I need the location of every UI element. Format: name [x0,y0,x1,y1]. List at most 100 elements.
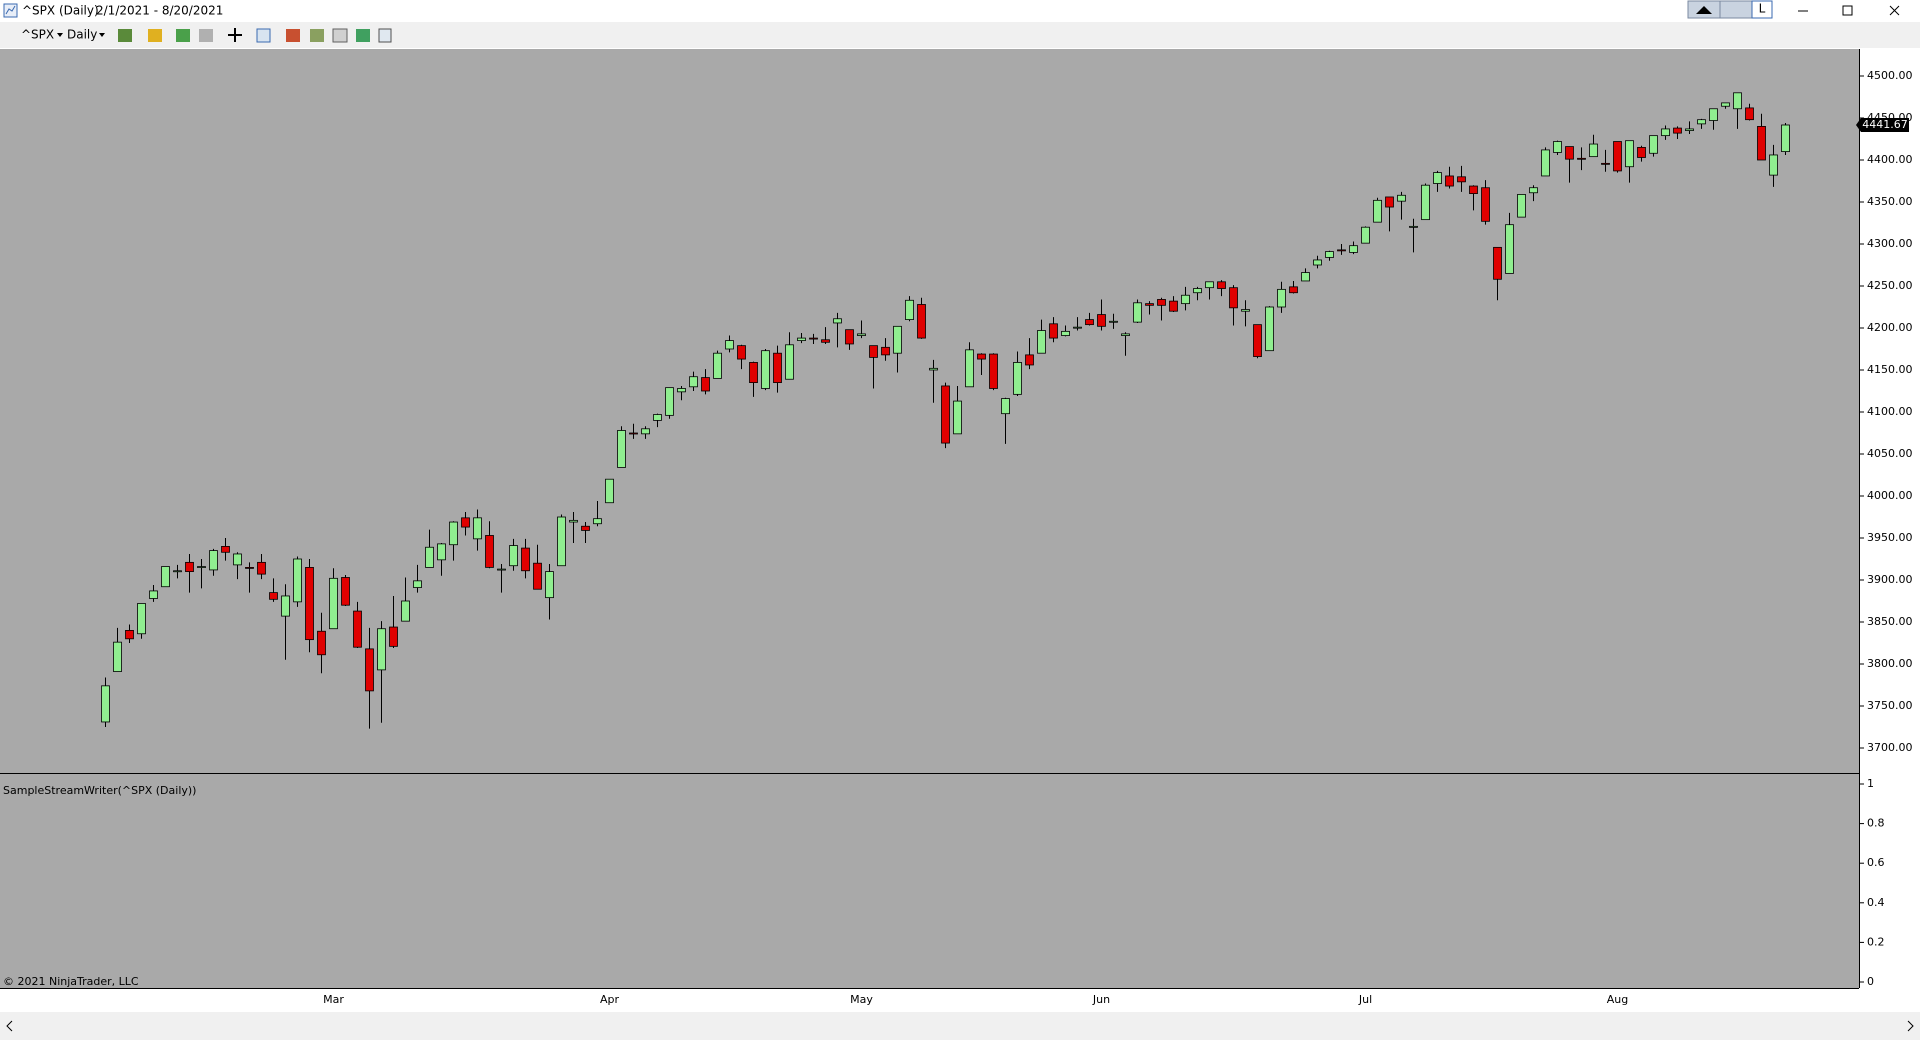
indicator-title: SampleStreamWriter(^SPX (Daily)) [3,784,196,797]
candle-body [701,377,710,392]
candle-body [1553,141,1562,153]
candle-body [785,344,794,380]
candle-body [545,571,554,599]
last-price-pointer [1856,117,1861,132]
candle-body [293,558,302,603]
candle-body [989,353,998,389]
y-tick-label: 0 [1867,975,1874,988]
dropdown-arrow [57,33,63,37]
x-tick-label: Mar [323,993,344,1006]
candle-body [953,400,962,435]
panel-button[interactable] [378,28,392,43]
scrollbar[interactable] [0,1012,1920,1040]
tab-split-button[interactable] [1719,0,1753,19]
candle-body [1229,287,1238,309]
interval-selector[interactable]: Daily [67,28,97,42]
share-button[interactable] [356,29,370,42]
strategy-button[interactable] [199,29,213,42]
y-tick-label: 3950.00 [1867,531,1913,544]
candle-body [1565,146,1574,160]
candle-body [197,566,206,568]
candle-body [1601,162,1610,165]
candle-body [1445,175,1454,187]
link-button[interactable] [1751,0,1773,19]
candle-body [1469,185,1478,194]
candle-body [1169,300,1178,312]
candle-body [413,580,422,588]
candle-body [449,521,458,546]
candle-body [845,329,854,345]
candle-body [749,362,758,384]
candle-body [1277,288,1286,308]
candle-body [1685,128,1694,131]
candle-body [1109,320,1118,323]
properties-button[interactable] [310,29,324,42]
candle-body [1073,326,1082,329]
candle-body [1001,398,1010,415]
candle-body [1589,143,1598,158]
up-arrow [1696,6,1712,14]
candle-body [497,568,506,571]
candle-body [1769,154,1778,176]
add-indicator-button[interactable] [176,29,190,42]
candle-body [893,325,902,354]
data-box-button[interactable] [286,29,300,42]
candle-body [773,352,782,384]
candle-body [1325,251,1334,258]
candle-body [161,566,170,588]
candle-body [317,630,326,656]
candle-body [233,553,242,566]
candle-body [1361,226,1370,244]
candle-body [1529,187,1538,194]
candle-body [1493,246,1502,280]
candle-body [173,570,182,573]
candle-body [1145,303,1154,306]
y-tick-label: 4150.00 [1867,363,1913,376]
candle-body [917,304,926,339]
candle-body [137,603,146,635]
candle-body [1697,119,1706,125]
candle-body [1241,309,1250,312]
candle-body [1781,124,1790,153]
candle-body [341,577,350,606]
chart-style-button[interactable] [118,29,132,42]
y-tick-label: 0.4 [1867,896,1885,909]
scroll-right[interactable] [1907,1020,1914,1032]
y-tick-label: 3850.00 [1867,615,1913,628]
scroll-left[interactable] [6,1020,13,1032]
y-tick-label: 4300.00 [1867,237,1913,250]
y-tick-label: 4500.00 [1867,69,1913,82]
indicator-panel [0,774,1859,988]
candle-body [533,562,542,590]
candle-body [725,340,734,350]
x-tick-label: Apr [600,993,620,1006]
candle-body [941,385,950,444]
y-tick-label: 4350.00 [1867,195,1913,208]
zoom-button[interactable] [256,28,271,43]
close-button[interactable] [1889,5,1900,16]
drawing-tool-button[interactable] [148,29,162,42]
candle-body [221,546,230,553]
dropdown-arrow [99,33,105,37]
candle-body [305,567,314,641]
candle-body [1385,196,1394,208]
y-tick-label: 0.8 [1867,817,1885,830]
candle-body [593,518,602,525]
candle-body [821,339,830,343]
crosshair-button[interactable] [228,28,242,42]
candle-body [869,345,878,358]
candle-body [185,561,194,572]
candle-body [833,318,842,324]
restore-button[interactable] [1842,5,1853,16]
templates-button[interactable] [332,28,348,43]
candle-body [1733,92,1742,110]
instrument-selector[interactable]: ^SPX [21,28,54,42]
candle-body [365,648,374,692]
candle-body [809,337,818,340]
candle-body [1397,194,1406,202]
candle-body [149,590,158,599]
candle-body [677,388,686,393]
y-tick-label: 3900.00 [1867,573,1913,586]
candle-body [1253,324,1262,357]
candle-body [101,685,110,723]
